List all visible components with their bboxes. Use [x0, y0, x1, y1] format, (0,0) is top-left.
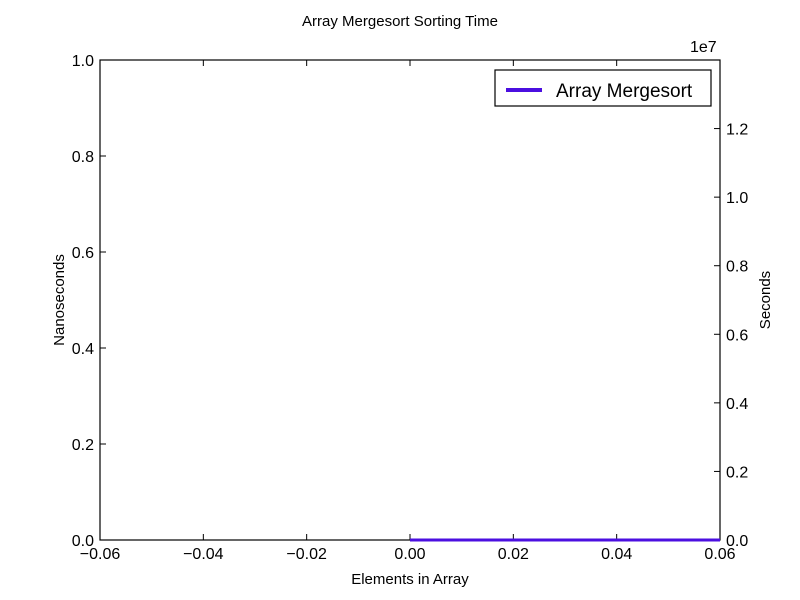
y-left-tick-label: 0.2	[72, 437, 94, 454]
x-tick-label: −0.06	[80, 546, 121, 563]
y-right-tick-label: 1.2	[726, 122, 748, 139]
x-axis-title: Elements in Array	[351, 571, 469, 588]
y-left-axis-title: Nanoseconds	[51, 254, 68, 346]
y-right-axis-ticks: 0.0 0.2 0.4 0.6 0.8 1.0 1.2	[714, 122, 748, 550]
y-right-tick-label: 0.0	[726, 533, 748, 550]
y-left-tick-label: 0.0	[72, 533, 94, 550]
x-tick-label: 0.04	[601, 546, 632, 563]
x-tick-label: −0.02	[286, 546, 327, 563]
legend: Array Mergesort	[494, 69, 712, 107]
y-right-tick-label: 0.2	[726, 464, 748, 481]
x-tick-label: 0.06	[704, 546, 735, 563]
x-tick-label: 0.02	[498, 546, 529, 563]
chart-title: Array Mergesort Sorting Time	[302, 13, 498, 30]
y-left-axis-ticks: 0.0 0.2 0.4 0.6 0.8 1.0	[72, 53, 106, 550]
x-tick-label: 0.00	[394, 546, 425, 563]
y-left-tick-label: 0.8	[72, 149, 94, 166]
y-left-tick-label: 0.4	[72, 341, 94, 358]
y-left-tick-label: 0.6	[72, 245, 94, 262]
y-right-tick-label: 0.4	[726, 396, 748, 413]
legend-label: Array Mergesort	[556, 81, 693, 102]
y-left-tick-label: 1.0	[72, 53, 94, 70]
y-right-axis-title: Seconds	[757, 271, 774, 329]
y-right-tick-label: 0.6	[726, 327, 748, 344]
x-axis-ticks: −0.06 −0.04 −0.02 0.00 0.02 0.04 0.06	[80, 60, 736, 563]
x-tick-label: −0.04	[183, 546, 224, 563]
right-axis-offset-label: 1e7	[690, 39, 717, 56]
plot-area-frame	[99, 59, 721, 541]
y-right-tick-label: 1.0	[726, 190, 748, 207]
y-right-tick-label: 0.8	[726, 259, 748, 276]
